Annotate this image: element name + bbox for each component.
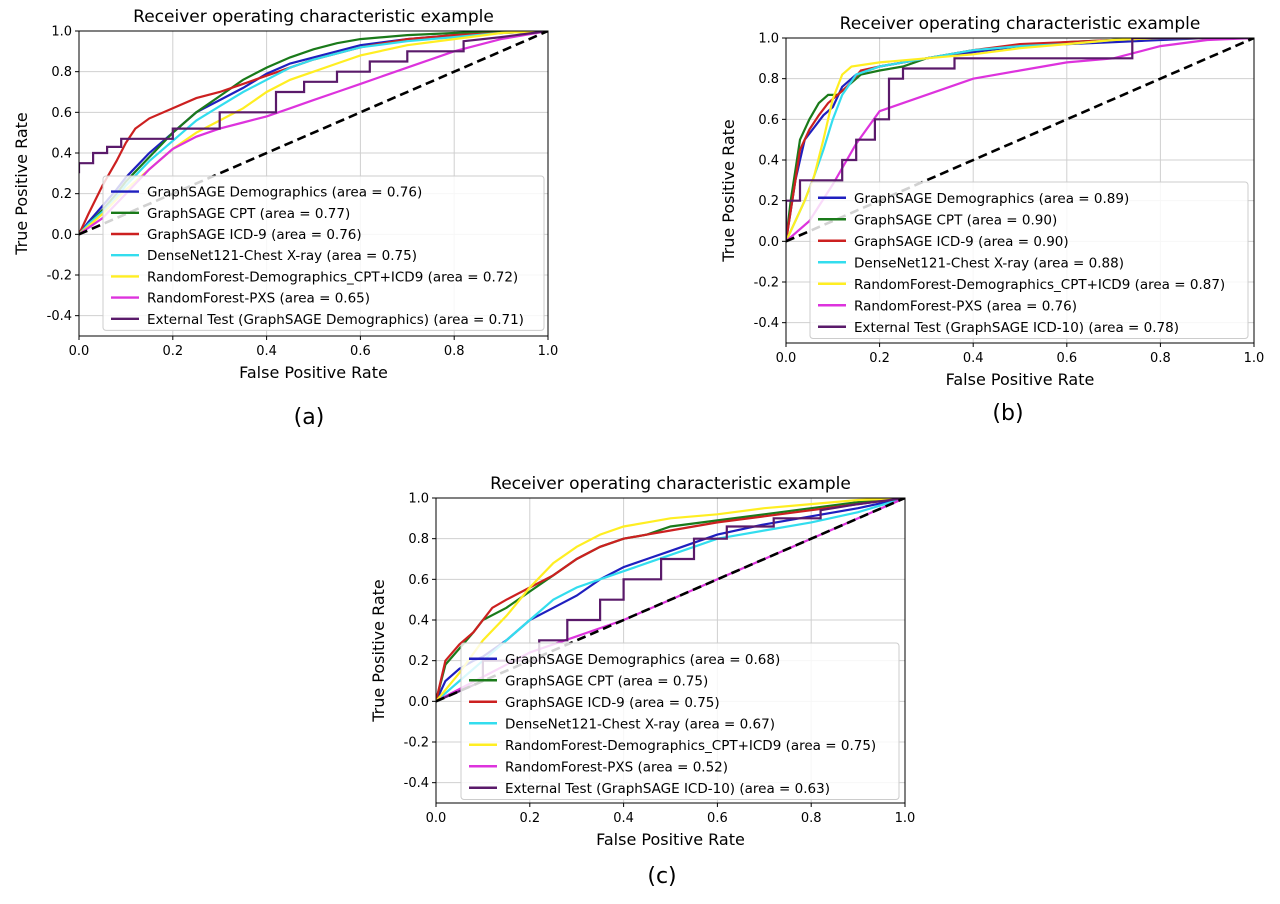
y-tick-label: 0.2 xyxy=(408,654,429,669)
series-line-5 xyxy=(786,38,1254,242)
series-line-3 xyxy=(786,38,1254,242)
legend-entry: DenseNet121-Chest X-ray (area = 0.67) xyxy=(505,716,775,732)
y-tick-label: -0.2 xyxy=(404,736,429,751)
x-tick-label: 0.0 xyxy=(69,344,90,359)
axes-frame xyxy=(78,30,549,337)
x-axis-label: False Positive Rate xyxy=(946,370,1095,389)
x-tick-label: 0.0 xyxy=(426,811,447,826)
y-tick-label: 0.0 xyxy=(408,695,429,710)
series-line-5 xyxy=(436,498,905,702)
series-line-3 xyxy=(79,31,548,235)
y-tick-label: 0.6 xyxy=(51,106,72,121)
x-tick-label: 0.6 xyxy=(350,344,371,359)
y-tick-label: 0.6 xyxy=(758,113,779,128)
legend-entry: GraphSAGE CPT (area = 0.77) xyxy=(147,206,350,222)
panel-label: (a) xyxy=(294,405,325,430)
legend-entry: RandomForest-Demographics_CPT+ICD9 (area… xyxy=(854,277,1225,293)
y-tick-label: 1.0 xyxy=(51,25,72,40)
legend-entry: DenseNet121-Chest X-ray (area = 0.75) xyxy=(147,248,417,264)
chart-a: 0.0 0.2 0.4 0.6 0.8 1.0 -0.4 -0.2 0.0 0.2 0.4 0.6 0.… xyxy=(12,7,558,430)
series-line-7 xyxy=(786,38,1254,242)
y-tick-label: 0.8 xyxy=(51,65,72,80)
y-tick-label: 0.8 xyxy=(408,532,429,547)
legend-entry: GraphSAGE CPT (area = 0.75) xyxy=(505,673,708,689)
x-tick-label: 0.8 xyxy=(801,811,822,826)
legend-entry: RandomForest-PXS (area = 0.76) xyxy=(854,298,1077,314)
x-tick-label: 0.4 xyxy=(613,811,634,826)
legend-entry: DenseNet121-Chest X-ray (area = 0.88) xyxy=(854,255,1124,271)
y-tick-label: 0.6 xyxy=(408,573,429,588)
y-tick-label: 0.0 xyxy=(51,228,72,243)
x-tick-label: 0.2 xyxy=(162,344,183,359)
series-line-7 xyxy=(79,31,548,174)
y-tick-label: -0.2 xyxy=(47,269,72,284)
legend-entry: GraphSAGE Demographics (area = 0.76) xyxy=(147,185,422,201)
x-tick-label: 0.8 xyxy=(444,344,465,359)
legend-entry: RandomForest-Demographics_CPT+ICD9 (area… xyxy=(505,738,876,754)
x-tick-label: 0.6 xyxy=(707,811,728,826)
chart-title: Receiver operating characteristic exampl… xyxy=(840,14,1201,34)
x-tick-label: 0.4 xyxy=(963,351,984,366)
legend-entry: GraphSAGE CPT (area = 0.90) xyxy=(854,212,1057,228)
series-line-6 xyxy=(786,38,1254,243)
series-group xyxy=(436,498,905,703)
legend-entry: RandomForest-PXS (area = 0.52) xyxy=(505,759,728,775)
legend-entry: GraphSAGE ICD-9 (area = 0.75) xyxy=(505,695,720,711)
legend-entry: RandomForest-PXS (area = 0.65) xyxy=(147,291,370,307)
y-tick-label: -0.4 xyxy=(404,776,429,791)
x-axis-label: False Positive Rate xyxy=(239,363,388,382)
axes-frame xyxy=(435,497,906,804)
y-tick-label: 0.4 xyxy=(758,154,779,169)
y-tick-label: 0.0 xyxy=(758,235,779,250)
legend-entry: External Test (GraphSAGE ICD-10) (area =… xyxy=(854,320,1179,336)
y-tick-label: 0.2 xyxy=(758,194,779,209)
x-axis-label: False Positive Rate xyxy=(596,830,745,849)
y-axis-label: True Positive Rate xyxy=(12,112,31,256)
y-tick-label: 1.0 xyxy=(408,492,429,507)
legend-box xyxy=(460,642,900,800)
y-axis-label: True Positive Rate xyxy=(719,119,738,263)
x-tick-label: 1.0 xyxy=(1244,351,1265,366)
x-tick-label: 0.2 xyxy=(869,351,890,366)
y-tick-label: -0.4 xyxy=(47,309,72,324)
y-tick-label: 0.2 xyxy=(51,187,72,202)
legend-entry: GraphSAGE ICD-9 (area = 0.76) xyxy=(147,227,362,243)
x-tick-label: 0.6 xyxy=(1056,351,1077,366)
axes-frame xyxy=(785,37,1255,344)
legend-entry: External Test (GraphSAGE Demographics) (… xyxy=(147,312,524,328)
x-tick-label: 0.0 xyxy=(776,351,797,366)
y-tick-label: -0.4 xyxy=(754,316,779,331)
panel-label: (b) xyxy=(992,401,1023,426)
legend-entry: GraphSAGE ICD-9 (area = 0.90) xyxy=(854,234,1069,250)
x-tick-label: 1.0 xyxy=(895,811,916,826)
legend-entry: GraphSAGE Demographics (area = 0.89) xyxy=(854,191,1129,207)
legend-entry: External Test (GraphSAGE ICD-10) (area =… xyxy=(505,781,830,797)
y-tick-label: 0.8 xyxy=(758,72,779,87)
x-tick-label: 0.4 xyxy=(256,344,277,359)
series-line-6 xyxy=(79,31,548,236)
legend-entry: RandomForest-Demographics_CPT+ICD9 (area… xyxy=(147,269,518,285)
chart-title: Receiver operating characteristic exampl… xyxy=(490,474,851,494)
y-axis-label: True Positive Rate xyxy=(369,579,388,723)
x-tick-label: 0.2 xyxy=(519,811,540,826)
legend-entry: GraphSAGE Demographics (area = 0.68) xyxy=(505,652,780,668)
x-tick-label: 1.0 xyxy=(538,344,559,359)
legend-box xyxy=(102,175,545,331)
chart-title: Receiver operating characteristic exampl… xyxy=(133,7,494,27)
chart-b: 0.0 0.2 0.4 0.6 0.8 1.0 -0.4 -0.2 0.0 0.2 0.4 0.6 0.… xyxy=(719,14,1264,426)
y-tick-label: 0.4 xyxy=(51,147,72,162)
y-tick-label: 1.0 xyxy=(758,32,779,47)
chart-c: 0.0 0.2 0.4 0.6 0.8 1.0 -0.4 -0.2 0.0 0.2 0.4 0.6 0.… xyxy=(369,474,915,889)
y-tick-label: -0.2 xyxy=(754,276,779,291)
panel-label: (c) xyxy=(647,864,676,889)
legend-box xyxy=(809,181,1249,339)
series-line-3 xyxy=(436,498,905,702)
x-tick-label: 0.8 xyxy=(1150,351,1171,366)
y-tick-label: 0.4 xyxy=(408,614,429,629)
